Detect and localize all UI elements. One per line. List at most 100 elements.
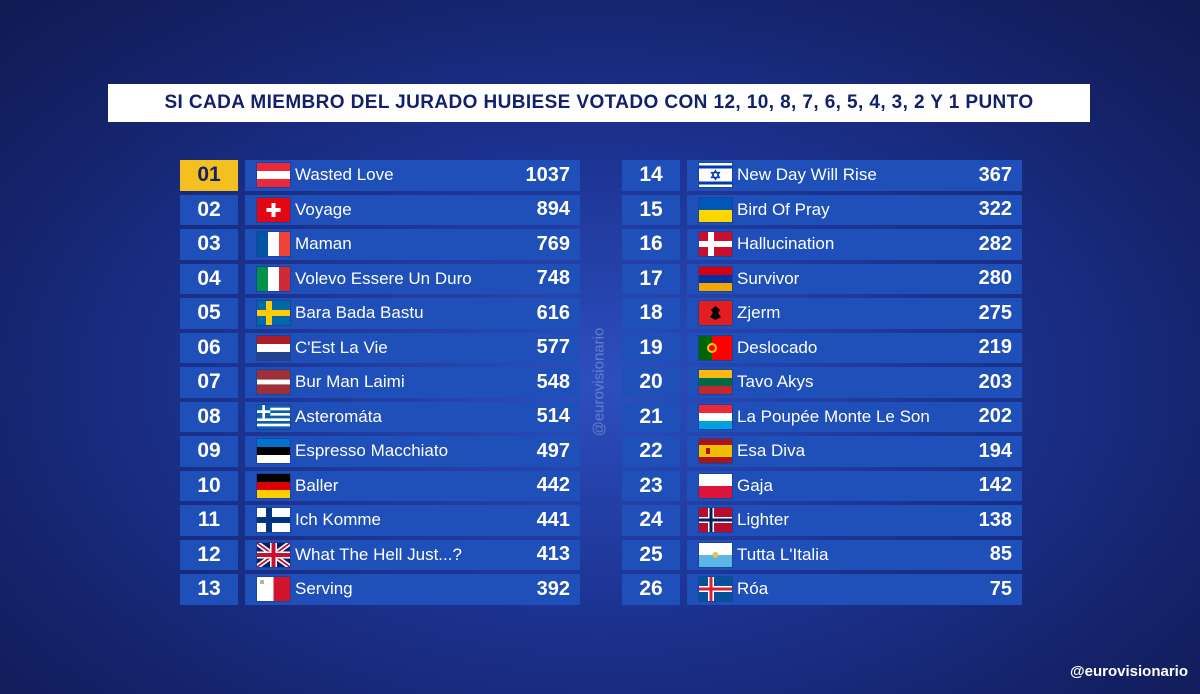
rank-number: 21 (622, 401, 680, 432)
points-value: 138 (978, 508, 1012, 531)
entry-box: Tavo Akys 203 (687, 367, 1022, 398)
points-value: 442 (536, 474, 570, 497)
entry-box: Bur Man Laimi 548 (245, 367, 580, 398)
entry-box: Lighter 138 (687, 505, 1022, 536)
song-title: Wasted Love (295, 165, 394, 185)
points-value: 616 (536, 301, 570, 324)
points-value: 894 (536, 198, 570, 221)
song-title: Lighter (737, 510, 789, 530)
song-title: Baller (295, 475, 339, 495)
rank-number: 08 (180, 401, 238, 432)
song-title: What The Hell Just...? (295, 544, 462, 564)
points-value: 497 (536, 439, 570, 462)
rank-number: 16 (622, 229, 680, 260)
entry-box: Hallucination 282 (687, 229, 1022, 260)
song-title: Bara Bada Bastu (295, 303, 424, 323)
song-title: Asteromáta (295, 406, 382, 426)
entry-box: New Day Will Rise 367 (687, 160, 1022, 191)
points-value: 282 (978, 232, 1012, 255)
rank-number: 14 (622, 160, 680, 191)
rank-number: 11 (180, 505, 238, 536)
switzerland-flag (257, 197, 290, 222)
netherlands-flag (257, 335, 290, 360)
points-value: 748 (536, 267, 570, 290)
rank-number: 09 (180, 436, 238, 467)
points-value: 322 (978, 198, 1012, 221)
song-title: Tutta L'Italia (737, 544, 829, 564)
entry-box: Voyage 894 (245, 194, 580, 225)
song-title: Ich Komme (295, 510, 381, 530)
entry-box: La Poupée Monte Le Son 202 (687, 401, 1022, 432)
song-title: Róa (737, 579, 769, 599)
points-value: 514 (536, 405, 570, 428)
entry-box: Tutta L'Italia 85 (687, 539, 1022, 570)
song-title: Survivor (737, 268, 800, 288)
rank-number: 20 (622, 367, 680, 398)
points-value: 194 (978, 439, 1012, 462)
latvia-flag (257, 370, 290, 394)
points-value: 75 (989, 577, 1012, 600)
italy-flag (257, 266, 290, 291)
luxembourg-flag (699, 404, 732, 429)
song-title: Espresso Macchiato (295, 441, 449, 461)
entry-box: Volevo Essere Un Duro 748 (245, 263, 580, 294)
rank-number: 22 (622, 436, 680, 467)
points-value: 548 (536, 370, 570, 393)
points-value: 1037 (525, 163, 571, 186)
entry-box: Esa Diva 194 (687, 436, 1022, 467)
entry-box: Deslocado 219 (687, 332, 1022, 363)
song-title: Hallucination (737, 234, 835, 254)
points-value: 577 (536, 336, 570, 359)
points-value: 219 (978, 336, 1012, 359)
entry-box: C'Est La Vie 577 (245, 332, 580, 363)
side-watermark: @eurovisionario (590, 327, 608, 437)
song-title: Gaja (737, 475, 773, 495)
rank-number: 07 (180, 367, 238, 398)
song-title: Deslocado (737, 337, 818, 357)
rank-number: 26 (622, 574, 680, 605)
points-value: 202 (978, 405, 1012, 428)
entry-box: Survivor 280 (687, 263, 1022, 294)
norway-flag (699, 508, 732, 532)
entry-box: Gaja 142 (687, 470, 1022, 501)
song-title: Maman (295, 234, 352, 254)
points-value: 367 (978, 163, 1012, 186)
points-value: 142 (978, 474, 1012, 497)
entry-box: Wasted Love 1037 (245, 160, 580, 191)
rank-number: 12 (180, 539, 238, 570)
points-value: 769 (536, 232, 570, 255)
malta-flag (257, 577, 290, 601)
united-kingdom-flag (257, 542, 290, 567)
chart-title: SI CADA MIEMBRO DEL JURADO HUBIESE VOTAD… (108, 84, 1090, 122)
portugal-flag (699, 335, 732, 360)
song-title: New Day Will Rise (737, 165, 877, 185)
poland-flag (699, 473, 732, 498)
song-title: Tavo Akys (737, 372, 814, 392)
armenia-flag (699, 266, 732, 291)
san-marino-flag (699, 542, 732, 567)
rank-number: 10 (180, 470, 238, 501)
entry-box: Bara Bada Bastu 616 (245, 298, 580, 329)
sweden-flag (257, 301, 290, 325)
entry-box: Espresso Macchiato 497 (245, 436, 580, 467)
song-title: Voyage (295, 199, 352, 219)
corner-watermark: @eurovisionario (1070, 663, 1188, 680)
rank-number: 23 (622, 470, 680, 501)
entry-box: Serving 392 (245, 574, 580, 605)
iceland-flag (699, 577, 732, 601)
rank-number: 15 (622, 194, 680, 225)
song-title: La Poupée Monte Le Son (737, 406, 930, 426)
rank-number: 04 (180, 263, 238, 294)
entry-box: Baller 442 (245, 470, 580, 501)
points-value: 280 (978, 267, 1012, 290)
rank-number: 06 (180, 332, 238, 363)
estonia-flag (257, 439, 290, 463)
entry-box: Bird Of Pray 322 (687, 194, 1022, 225)
song-title: Serving (295, 579, 353, 599)
entry-box: Ich Komme 441 (245, 505, 580, 536)
rank-number: 17 (622, 263, 680, 294)
rank-number: 25 (622, 539, 680, 570)
entry-box: Zjerm 275 (687, 298, 1022, 329)
denmark-flag (699, 232, 732, 256)
israel-flag (699, 163, 732, 187)
